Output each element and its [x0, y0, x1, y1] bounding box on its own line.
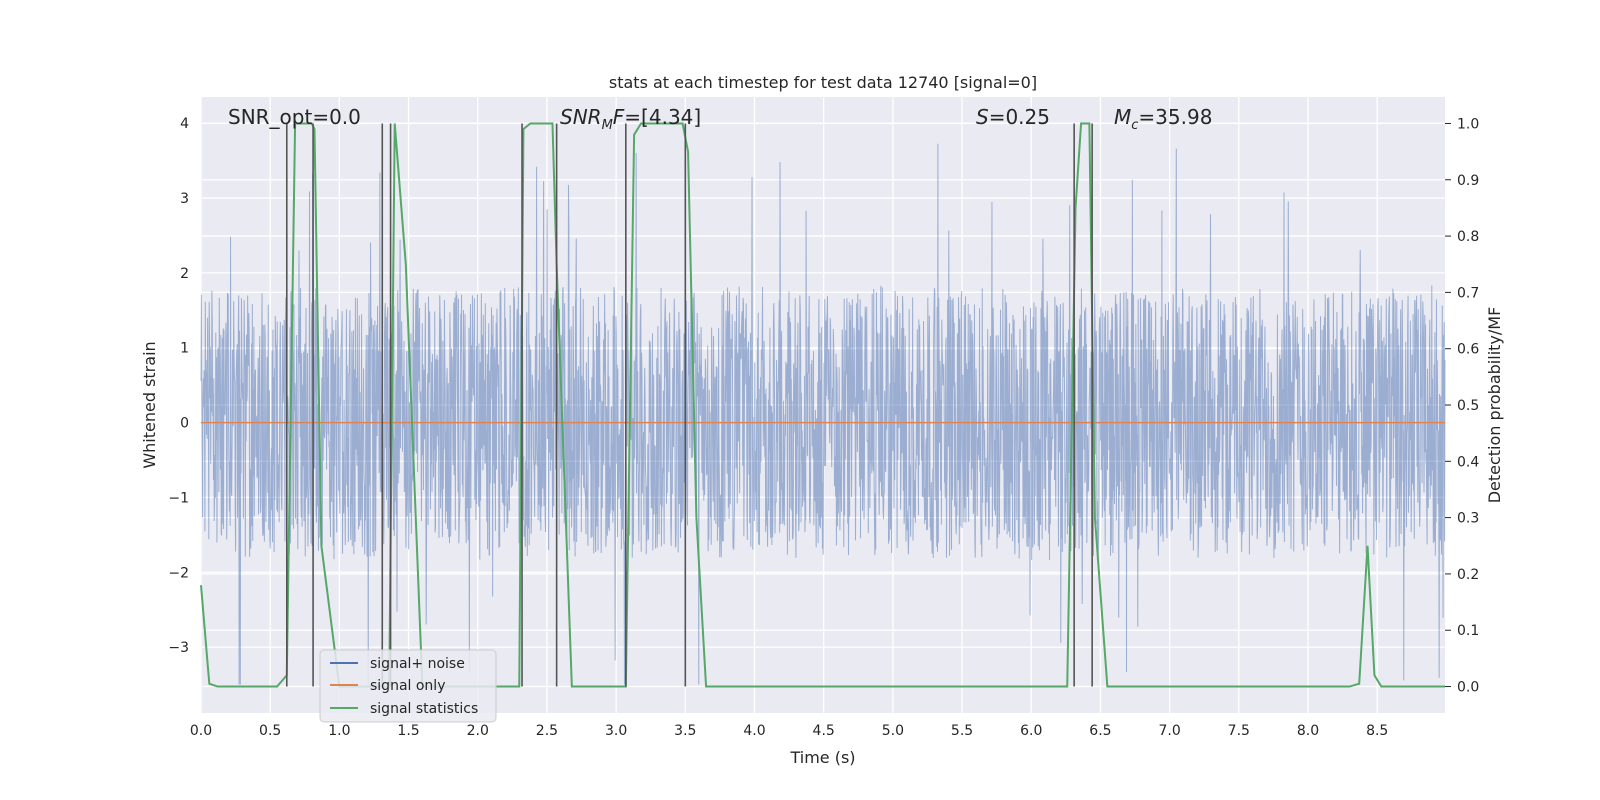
y-tick-label: −3 [168, 640, 189, 656]
x-tick-label: 2.0 [467, 723, 489, 739]
legend-label-signal-statistics: signal statistics [370, 701, 478, 717]
x-tick-label: 0.0 [190, 723, 212, 739]
y2-tick-label: 0.8 [1457, 229, 1479, 245]
x-tick-label: 7.5 [1228, 723, 1250, 739]
legend: signal+ noise signal only signal statist… [319, 649, 497, 723]
chart-title: stats at each timestep for test data 127… [609, 73, 1037, 92]
signal-noise-series [200, 143, 1446, 685]
y2-tick-label: 0.3 [1457, 511, 1479, 527]
y-axis-left-ticks: −3 −2 −1 0 1 2 3 4 [168, 116, 189, 656]
x-tick-label: 5.5 [951, 723, 973, 739]
x-axis-label: Time (s) [789, 748, 855, 767]
y-tick-label: 4 [180, 116, 189, 132]
signal-noise-line [200, 143, 1446, 685]
y2-axis-label: Detection probability/MF [1485, 307, 1504, 504]
x-tick-label: 6.0 [1020, 723, 1042, 739]
y-tick-label: 2 [180, 266, 189, 282]
y-tick-label: −1 [168, 490, 189, 506]
x-tick-label: 8.5 [1366, 723, 1388, 739]
y2-tick-label: 0.4 [1457, 454, 1479, 470]
x-tick-label: 7.0 [1158, 723, 1180, 739]
x-tick-label: 2.5 [536, 723, 558, 739]
y2-tick-label: 0.5 [1457, 398, 1479, 414]
x-tick-label: 4.0 [743, 723, 765, 739]
event-marker-lines [285, 123, 1093, 687]
annotation-mc: Mc=35.98 [1114, 105, 1212, 133]
legend-label-signal-noise: signal+ noise [370, 656, 465, 672]
y2-tick-label: 0.2 [1457, 567, 1479, 583]
y-tick-label: 1 [180, 341, 189, 357]
annotation-snr-opt: SNR_opt=0.0 [228, 105, 361, 129]
legend-box [319, 649, 497, 723]
y2-tick-label: 1.0 [1457, 116, 1479, 132]
annotation-s: S=0.25 [976, 105, 1050, 129]
y-tick-label: 3 [180, 191, 189, 207]
y-axis-right-ticks: 0.0 0.1 0.2 0.3 0.4 0.5 0.6 0.7 0.8 0.9 1.0 [1445, 116, 1479, 696]
y2-tick-label: 0.0 [1457, 680, 1479, 696]
x-tick-label: 3.0 [605, 723, 627, 739]
x-axis-ticks: 0.0 0.5 1.0 1.5 2.0 2.5 3.0 3.5 4.0 4.5 5.0 5.5 6.0 6… [190, 723, 1388, 739]
x-tick-label: 0.5 [259, 723, 281, 739]
y2-tick-label: 0.9 [1457, 173, 1479, 189]
x-tick-label: 6.5 [1089, 723, 1111, 739]
annotations: SNR_opt=0.0 SNRMF=[4.34] S=0.25 Mc=35.98 [228, 105, 1212, 133]
x-tick-label: 1.5 [397, 723, 419, 739]
x-tick-label: 5.0 [882, 723, 904, 739]
y2-tick-label: 0.7 [1457, 285, 1479, 301]
y2-tick-label: 0.6 [1457, 342, 1479, 358]
y-axis-label: Whitened strain [140, 341, 159, 468]
x-tick-label: 1.0 [328, 723, 350, 739]
legend-label-signal-only: signal only [370, 678, 445, 694]
y-tick-label: −2 [168, 565, 189, 581]
x-tick-label: 4.5 [813, 723, 835, 739]
x-tick-label: 8.0 [1297, 723, 1319, 739]
annotation-snr-mf: SNRMF=[4.34] [560, 105, 701, 133]
y2-tick-label: 0.1 [1457, 623, 1479, 639]
y-tick-label: 0 [180, 416, 189, 432]
x-tick-label: 3.5 [674, 723, 696, 739]
